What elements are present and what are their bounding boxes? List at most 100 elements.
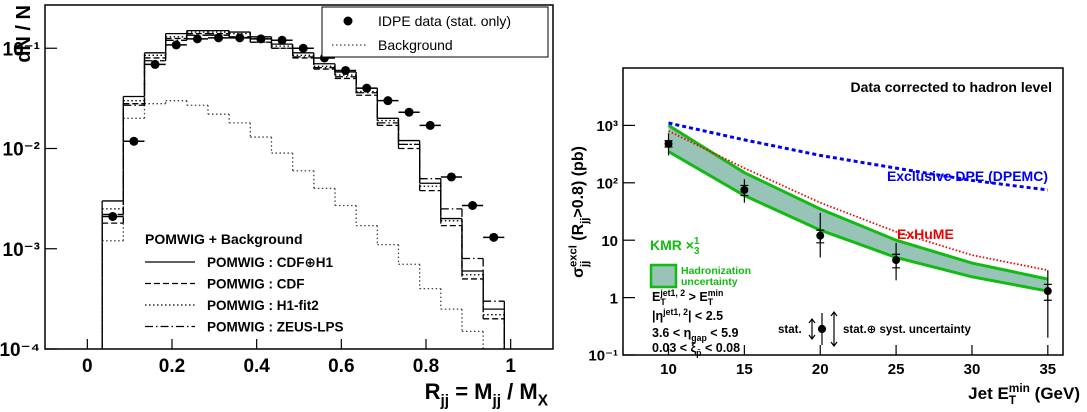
band-upper-edge: [667, 124, 1049, 281]
plot-frame: [44, 4, 554, 350]
legend-syst-arrows: [830, 311, 838, 347]
cut-label: 0.03 < ξp̄ < 0.08: [652, 341, 740, 358]
data-point: [468, 201, 478, 211]
y-axis-label-part: σ: [570, 267, 587, 278]
x-tick-label: 30: [964, 361, 981, 378]
x-axis-label: Rjj = Mjj / MX: [425, 379, 549, 410]
data-point: [129, 136, 139, 146]
y-tick-label: 10⁻¹: [3, 39, 41, 60]
legend-stat-arrows: [808, 318, 816, 340]
data-point: [171, 40, 181, 50]
legend-label: POMWIG : ZEUS-LPS: [207, 320, 344, 335]
y-axis-label: σjjexcl (Rjj>0.8) (pb): [567, 146, 591, 278]
legend-title: POMWIG + Background: [145, 231, 303, 247]
data-point: [489, 232, 499, 242]
data-point: [150, 59, 160, 69]
legend-box: [321, 6, 549, 58]
legend-label: POMWIG : CDF: [207, 277, 305, 292]
y-tick-label: 1: [610, 290, 618, 307]
x-tick-label: 0.6: [328, 356, 354, 377]
x-axis-label-part: T: [1009, 393, 1017, 407]
x-axis-label-part: (GeV): [1030, 384, 1080, 403]
data-point: [362, 83, 372, 93]
cut-label-part: jet1, 2: [662, 307, 688, 317]
y-tick-label: 10: [601, 233, 618, 250]
data-point: [816, 231, 825, 240]
x-tick-label: 20: [812, 361, 829, 378]
legend-label: POMWIG : CDF⊕H1: [207, 255, 334, 270]
legend-point: [817, 324, 827, 334]
y-axis-label-part: >0.8) (pb): [570, 146, 587, 218]
band-label: KMR ×1 3: [650, 236, 700, 257]
x-axis-label-part: X: [538, 393, 549, 410]
y-tick-label: 10⁻⁴: [0, 340, 40, 361]
cut-label-part: T: [708, 297, 714, 307]
data-point: [404, 107, 414, 117]
y-tick-label: 10⁻³: [3, 240, 41, 261]
cut-label-part: < 5.9: [707, 326, 739, 340]
data-point: [214, 33, 224, 43]
data-point: [425, 120, 435, 130]
data-point: [446, 172, 456, 182]
cut-label-part: | < 2.5: [688, 309, 723, 323]
y-tick-label: 10²: [596, 176, 618, 193]
cut-label-part: 0.03 < ξ: [652, 341, 697, 355]
data-point: [235, 33, 245, 43]
error-legend-label: stat.⊕ syst. uncertainty: [843, 324, 971, 336]
cut-label: 3.6 < ηgap < 5.9: [652, 326, 738, 343]
chart-title: Data corrected to hadron level: [850, 79, 1052, 95]
x-axis-label-part: jj: [440, 393, 450, 410]
cut-label-part: jet1, 2: [659, 288, 685, 298]
x-axis-label-part: jj: [492, 393, 502, 410]
x-tick-label: 0.4: [243, 356, 270, 377]
legend-label: IDPE data (stat. only): [378, 13, 511, 29]
data-point: [192, 34, 202, 44]
x-tick-label: 25: [888, 361, 905, 378]
y-axis-label: dN / N: [13, 5, 35, 63]
data-point: [664, 139, 673, 148]
x-axis-label-part: = M: [449, 379, 492, 404]
cut-label-part: min: [708, 288, 724, 298]
legend-label: Background: [378, 37, 453, 53]
plot-frame: [622, 67, 1064, 356]
legend-label: POMWIG : H1-fit2: [207, 298, 319, 313]
model-curve: [668, 130, 1049, 272]
cut-label-part: 3.6 < η: [652, 326, 691, 340]
uncertainty-band: [668, 125, 1048, 292]
curve-label: ExHuME: [897, 226, 954, 242]
data-point: [383, 96, 393, 106]
error-legend-symbol: [808, 311, 838, 347]
y-tick-label: 10⁻²: [3, 140, 41, 161]
x-tick-label: 35: [1039, 361, 1056, 378]
cut-label-part: < 0.08: [702, 341, 741, 355]
legend-marker: [343, 16, 353, 26]
x-tick-label: 0: [82, 356, 93, 377]
data-point: [256, 34, 266, 44]
data-point: [1043, 287, 1052, 296]
data-point: [740, 185, 749, 194]
band-label-part: 3: [694, 246, 700, 257]
cut-label: |ηjet1, 2| < 2.5: [652, 307, 723, 323]
cut-label-part: p̄: [696, 348, 701, 358]
y-axis-label-part: (R: [570, 223, 587, 245]
x-tick-label: 10: [660, 361, 677, 378]
x-axis-label-part: R: [425, 379, 441, 404]
x-tick-label: 0.8: [413, 356, 439, 377]
plot-area: [101, 29, 505, 349]
band-legend-label: uncertainty: [681, 276, 738, 288]
cut-label: ETjet1, 2 > ETmin: [652, 288, 723, 307]
band-label-part: KMR ×: [650, 237, 694, 253]
data-point: [298, 43, 308, 53]
x-tick-label: 1: [505, 356, 516, 377]
band-label-part: 1: [694, 236, 700, 247]
y-axis-label-part: jj: [579, 218, 591, 225]
data-point: [341, 65, 351, 75]
y-tick-label: 10⁻¹: [588, 348, 618, 365]
model-curve: [668, 121, 1049, 192]
cut-label-part: > E: [685, 290, 708, 304]
x-axis-label-part: Jet E: [968, 384, 1009, 403]
data-point: [892, 256, 901, 265]
cut-label-part: gap: [691, 333, 707, 343]
